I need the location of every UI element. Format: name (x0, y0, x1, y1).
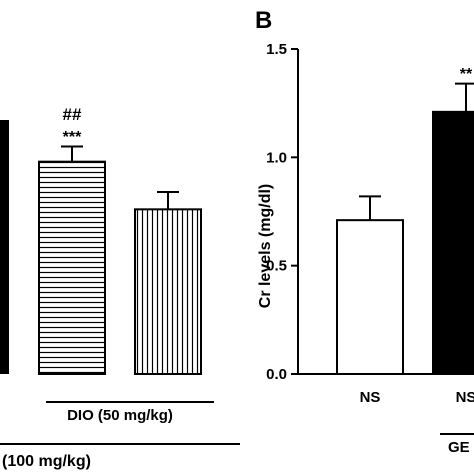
panel-b-group-label: GE (448, 439, 470, 456)
panel-a-dose-label: (100 mg/kg) (2, 453, 91, 470)
panel-a-bar-1 (38, 160, 106, 375)
panel-b-bar-1 (432, 110, 474, 375)
panel-b-ytick-label-3: 1.5 (266, 41, 287, 58)
panel-a-sig-hash: ## (63, 105, 82, 124)
panel-a-bar-0 (0, 120, 9, 374)
panel-b-ytick-label-0: 0.0 (266, 366, 287, 383)
panel-b-sig-stars: ** (460, 66, 473, 83)
panel-b-bar-0 (336, 219, 404, 375)
panel-b-ytick-label-2: 1.0 (266, 149, 287, 166)
panel-b-ytick-label-1: 0.5 (266, 258, 287, 275)
panel-a-sig-stars: *** (63, 129, 82, 146)
panel-a-bar-2 (134, 208, 202, 375)
panel-b-label: B (255, 7, 272, 34)
panel-b-y-axis-label: Cr levels (mg/dl) (257, 184, 274, 308)
panel-a-group-label: DIO (50 mg/kg) (67, 407, 173, 424)
panel-b-category-label-1: NS (456, 389, 474, 406)
panel-b-category-label-0: NS (360, 389, 381, 406)
